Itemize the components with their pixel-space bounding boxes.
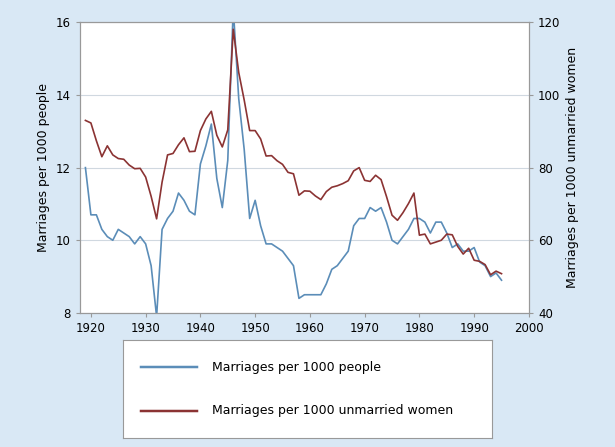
Text: Marriages per 1000 unmarried women: Marriages per 1000 unmarried women bbox=[212, 404, 453, 417]
Y-axis label: Marriages per 1000 people: Marriages per 1000 people bbox=[38, 83, 50, 252]
Marriages per 1000 unmarried women bbox=[268, 153, 276, 158]
X-axis label: Year: Year bbox=[290, 341, 319, 354]
Marriages per 1000 people bbox=[498, 278, 505, 283]
Text: Marriages per 1000 people: Marriages per 1000 people bbox=[212, 361, 381, 374]
Line: Marriages per 1000 unmarried women: Marriages per 1000 unmarried women bbox=[85, 29, 501, 275]
Marriages per 1000 unmarried women bbox=[229, 26, 237, 32]
Marriages per 1000 unmarried women bbox=[164, 152, 171, 158]
Marriages per 1000 people bbox=[235, 96, 242, 101]
Marriages per 1000 unmarried women bbox=[498, 271, 505, 276]
Line: Marriages per 1000 people: Marriages per 1000 people bbox=[85, 8, 501, 316]
Marriages per 1000 people bbox=[82, 165, 89, 170]
Marriages per 1000 people bbox=[273, 245, 280, 250]
Marriages per 1000 unmarried women bbox=[487, 272, 494, 278]
Marriages per 1000 unmarried women bbox=[257, 136, 264, 142]
Marriages per 1000 unmarried women bbox=[224, 127, 231, 133]
Marriages per 1000 people bbox=[224, 158, 231, 163]
Marriages per 1000 people bbox=[229, 5, 237, 11]
Marriages per 1000 people bbox=[263, 241, 270, 247]
Marriages per 1000 unmarried women bbox=[82, 118, 89, 123]
Marriages per 1000 people bbox=[153, 314, 161, 319]
Y-axis label: Marriages per 1000 unmarried women: Marriages per 1000 unmarried women bbox=[566, 47, 579, 288]
Marriages per 1000 unmarried women bbox=[317, 197, 325, 202]
Marriages per 1000 people bbox=[169, 208, 177, 214]
Marriages per 1000 people bbox=[323, 281, 330, 287]
Marriages per 1000 unmarried women bbox=[218, 144, 226, 150]
